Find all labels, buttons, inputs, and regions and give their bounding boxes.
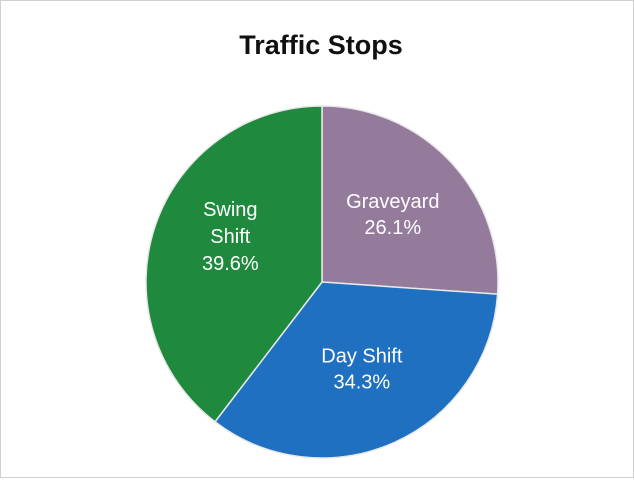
- slice-value-label: 34.3%: [333, 372, 390, 394]
- pie-slice: [145, 105, 323, 423]
- slice-label: Day Shift: [321, 346, 403, 368]
- pie-slice: [213, 281, 499, 459]
- slice-value-label: 39.6%: [202, 253, 259, 275]
- chart-title: Traffic Stops: [239, 30, 403, 60]
- slice-label: Swing Shift: [203, 199, 257, 248]
- pie-slice: [321, 105, 499, 295]
- slice-value-label: 26.1%: [364, 217, 421, 239]
- slice-label: Graveyard: [346, 191, 439, 213]
